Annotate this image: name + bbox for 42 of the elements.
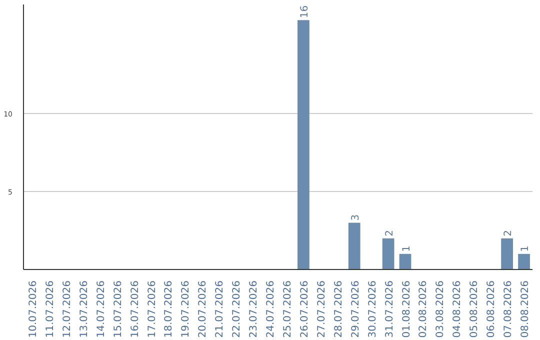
data-label: 16 [299, 5, 310, 18]
x-tick-label: 25.07.2026 [282, 280, 294, 338]
x-tick-label: 23.07.2026 [248, 280, 260, 338]
x-tick-label: 13.07.2026 [78, 280, 90, 338]
x-tick-label: 16.07.2026 [130, 280, 141, 338]
bar [399, 254, 412, 270]
x-tick-label: 01.08.2026 [401, 280, 412, 338]
x-tick-label: 27.07.2026 [316, 280, 328, 338]
x-tick-label: 07.08.2026 [503, 280, 514, 338]
x-tick-label: 06.08.2026 [486, 280, 498, 338]
bar [348, 222, 360, 270]
data-label: 2 [384, 230, 396, 236]
x-tick-label: 22.07.2026 [232, 280, 243, 338]
bar [518, 254, 530, 270]
x-tick-label: 31.07.2026 [384, 280, 396, 338]
x-tick-label: 03.08.2026 [435, 280, 446, 338]
bar [501, 238, 513, 270]
x-tick-label: 04.08.2026 [452, 280, 464, 338]
bar [298, 20, 310, 270]
data-label: 1 [520, 246, 532, 252]
x-tick-label: 26.07.2026 [299, 280, 310, 338]
x-tick-label: 20.07.2026 [198, 280, 209, 338]
x-tick-label: 05.08.2026 [469, 280, 480, 338]
x-tick-label: 28.07.2026 [333, 280, 344, 338]
x-tick-label: 02.08.2026 [418, 280, 430, 338]
x-tick-label: 14.07.2026 [96, 280, 107, 338]
x-tick-label: 30.07.2026 [367, 280, 378, 338]
x-tick-label: 11.07.2026 [44, 280, 56, 338]
data-label: 3 [350, 214, 362, 221]
x-tick-label: 17.07.2026 [146, 280, 158, 338]
data-label: 2 [503, 230, 514, 236]
x-tick-label: 21.07.2026 [214, 280, 226, 338]
x-tick-label: 15.07.2026 [112, 280, 124, 338]
x-tick-label: 24.07.2026 [266, 280, 277, 338]
data-label: 1 [401, 246, 412, 252]
x-tick-label: 12.07.2026 [62, 280, 73, 338]
x-tick-label: 08.08.2026 [520, 280, 532, 338]
x-tick-label: 19.07.2026 [180, 280, 192, 338]
bar [382, 238, 394, 270]
x-tick-label: 18.07.2026 [164, 280, 175, 338]
x-tick-label: 10.07.2026 [28, 280, 39, 338]
x-tick-label: 29.07.2026 [350, 280, 362, 338]
